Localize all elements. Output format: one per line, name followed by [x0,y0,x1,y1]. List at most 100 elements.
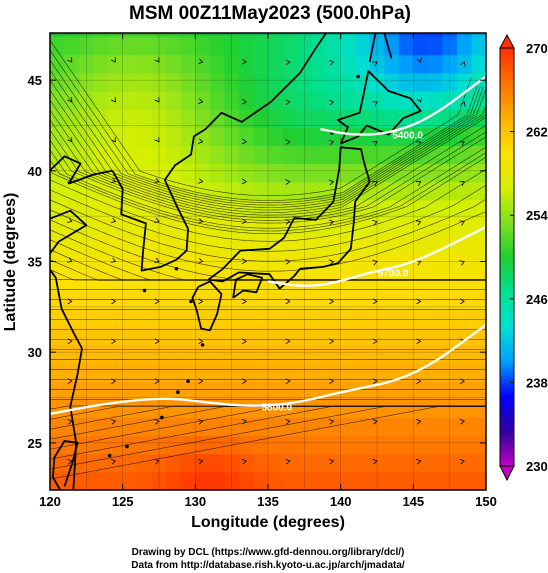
field-cell [471,54,486,74]
field-cell [79,308,95,328]
field-cell [209,54,225,74]
field-cell [122,127,138,146]
field-cell [50,36,66,56]
field-cell [224,254,240,273]
field-cell [471,417,486,437]
field-cell [456,453,472,473]
field-cell [93,417,109,437]
colorbar-max-arrow [499,33,515,49]
field-cell [93,127,109,146]
stream-arrow [372,419,378,425]
field-cell [442,181,458,201]
field-cell [253,163,269,183]
field-cell [456,435,472,455]
field-cell [282,127,298,146]
field-cell [151,381,167,400]
stream-arrow [459,419,465,425]
streamline [50,40,472,196]
stream-arrow [415,220,422,226]
field-cell [369,308,385,328]
stream-arrow [198,458,204,465]
stream-arrow [241,419,247,425]
field-cell [326,471,342,490]
stream-arrow [154,458,160,465]
field-cell [282,308,298,328]
stream-arrow [285,419,291,425]
field-cell [122,435,138,455]
stream-arrow [67,378,73,385]
field-cell [180,453,196,473]
stream-arrow [111,378,117,385]
stream-arrow [328,458,335,465]
y-tick-label: 35 [28,255,42,270]
field-cell [427,381,443,400]
field-cell [326,344,342,364]
stream-arrow [241,378,247,385]
field-cell [195,363,211,382]
field-cell [79,72,95,92]
field-cell [137,199,153,219]
field-cell [195,471,211,490]
field-cell [238,236,254,255]
streamline [50,129,486,221]
field-cell [238,435,254,455]
field-cell [79,453,95,473]
stream-arrow [415,141,422,147]
field-cell [108,199,124,219]
stream-arrow [154,217,160,224]
field-cell [137,399,153,418]
field-cell [79,363,95,382]
field-cell [340,145,356,165]
field-cell [442,54,458,74]
stream-arrow [459,141,465,147]
stream-arrow [372,220,378,226]
stream-arrow [241,338,247,345]
stream-arrow [416,97,422,103]
field-cell [282,54,298,74]
field-cell [195,453,211,473]
field-cell [355,127,371,146]
field-cell [340,471,356,490]
field-cell [238,91,254,110]
streamline [50,406,486,480]
field-cell [166,91,182,110]
stream-arrow [67,57,73,63]
streamline [50,406,486,420]
field-cell [151,33,167,38]
field-cell [224,91,240,110]
field-cell [224,72,240,92]
field-cell [180,435,196,455]
field-cell [297,236,313,255]
stream-arrow [328,179,335,186]
field-cell [282,453,298,473]
stream-arrow [459,181,465,187]
field-cell [442,127,458,146]
field-cell [297,33,313,38]
stream-arrow [67,298,73,305]
field-cell [137,272,153,292]
temperature-field [50,33,486,490]
height-contour [50,324,486,415]
field-cell [151,453,167,473]
streamline [50,80,486,208]
field-cell [268,453,284,473]
stream-arrow [328,219,335,226]
field-cell [166,471,182,490]
field-cell [355,272,371,292]
field-cell [166,236,182,255]
field-cell [64,181,80,201]
field-cell [384,381,400,400]
field-cell [427,163,443,183]
colorbar-ticks: 230 238 246 254 262 270 [510,41,548,474]
field-cell [311,145,327,165]
stream-arrow [460,101,466,107]
field-cell [122,471,138,490]
field-cell [151,417,167,437]
field-cell [326,33,342,38]
field-cell [79,435,95,455]
field-cell [238,363,254,382]
field-cell [180,326,196,346]
stream-arrow [198,138,204,144]
field-cell [253,91,269,110]
stream-arrow [110,257,117,263]
